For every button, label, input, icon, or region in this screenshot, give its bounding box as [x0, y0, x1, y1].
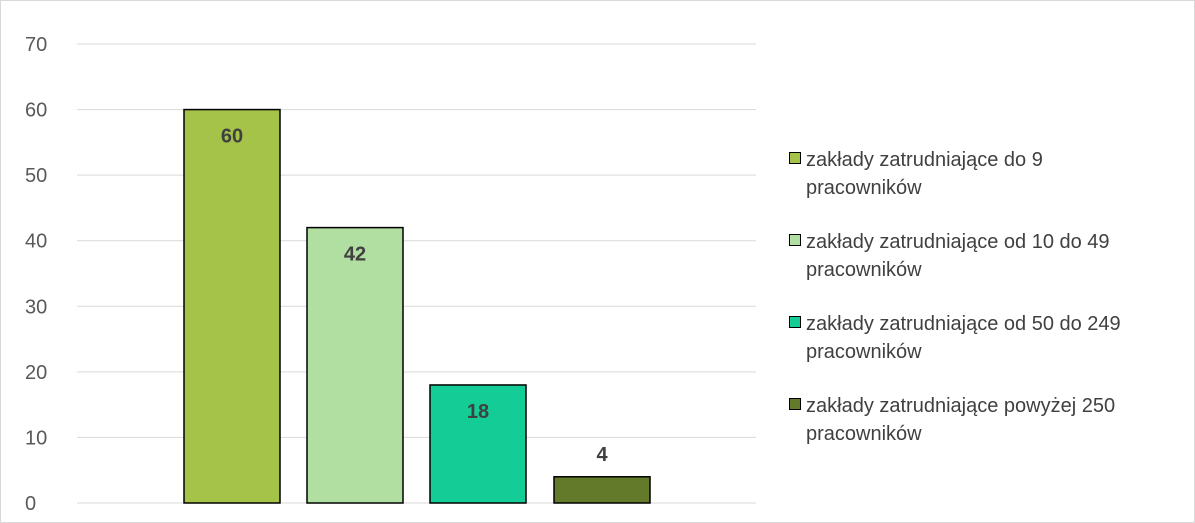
bar-3: [553, 476, 651, 504]
bars: [183, 108, 651, 504]
y-tick-label-60: 60: [25, 100, 47, 122]
legend-label-3: zakłady zatrudniające powyżej 250 pracown…: [806, 395, 1116, 445]
data-label-2: 18: [467, 401, 489, 423]
data-labels: 60 42 18 4: [221, 126, 609, 466]
legend-item-0: zakłady zatrudniające do 9 pracowników: [789, 146, 1189, 202]
legend-item-3: zakłady zatrudniające powyżej 250 pracown…: [789, 392, 1189, 448]
y-axis-ticks: 0 10 20 30 40 50 60 70: [25, 34, 47, 515]
bar-2: [429, 384, 527, 504]
data-label-3: 4: [596, 444, 608, 466]
y-tick-label-40: 40: [25, 231, 47, 253]
y-tick-label-30: 30: [25, 296, 47, 318]
legend-label-2: zakłady zatrudniające od 50 do 249 pracow…: [806, 313, 1121, 363]
y-tick-label-20: 20: [25, 362, 47, 384]
legend-item-1: zakłady zatrudniające od 10 do 49 pracown…: [789, 228, 1189, 284]
data-label-1: 42: [344, 244, 366, 266]
legend-swatch-3: [789, 398, 801, 410]
legend-item-2: zakłady zatrudniające od 50 do 249 pracow…: [789, 310, 1189, 366]
legend-swatch-1: [789, 234, 801, 246]
y-tick-label-0: 0: [25, 493, 36, 515]
bar-0: [183, 108, 281, 504]
legend-swatch-2: [789, 316, 801, 328]
y-tick-label-70: 70: [25, 34, 47, 56]
legend-label-0: zakłady zatrudniające do 9 pracowników: [806, 149, 1043, 199]
gridlines: [77, 43, 756, 504]
y-tick-label-10: 10: [25, 427, 47, 449]
legend-swatch-0: [789, 152, 801, 164]
y-tick-label-50: 50: [25, 165, 47, 187]
data-label-0: 60: [221, 126, 243, 148]
bar-1: [306, 226, 404, 504]
legend-label-1: zakłady zatrudniające od 10 do 49 pracown…: [806, 231, 1110, 281]
legend: zakłady zatrudniające do 9 pracowników za…: [789, 146, 1189, 474]
